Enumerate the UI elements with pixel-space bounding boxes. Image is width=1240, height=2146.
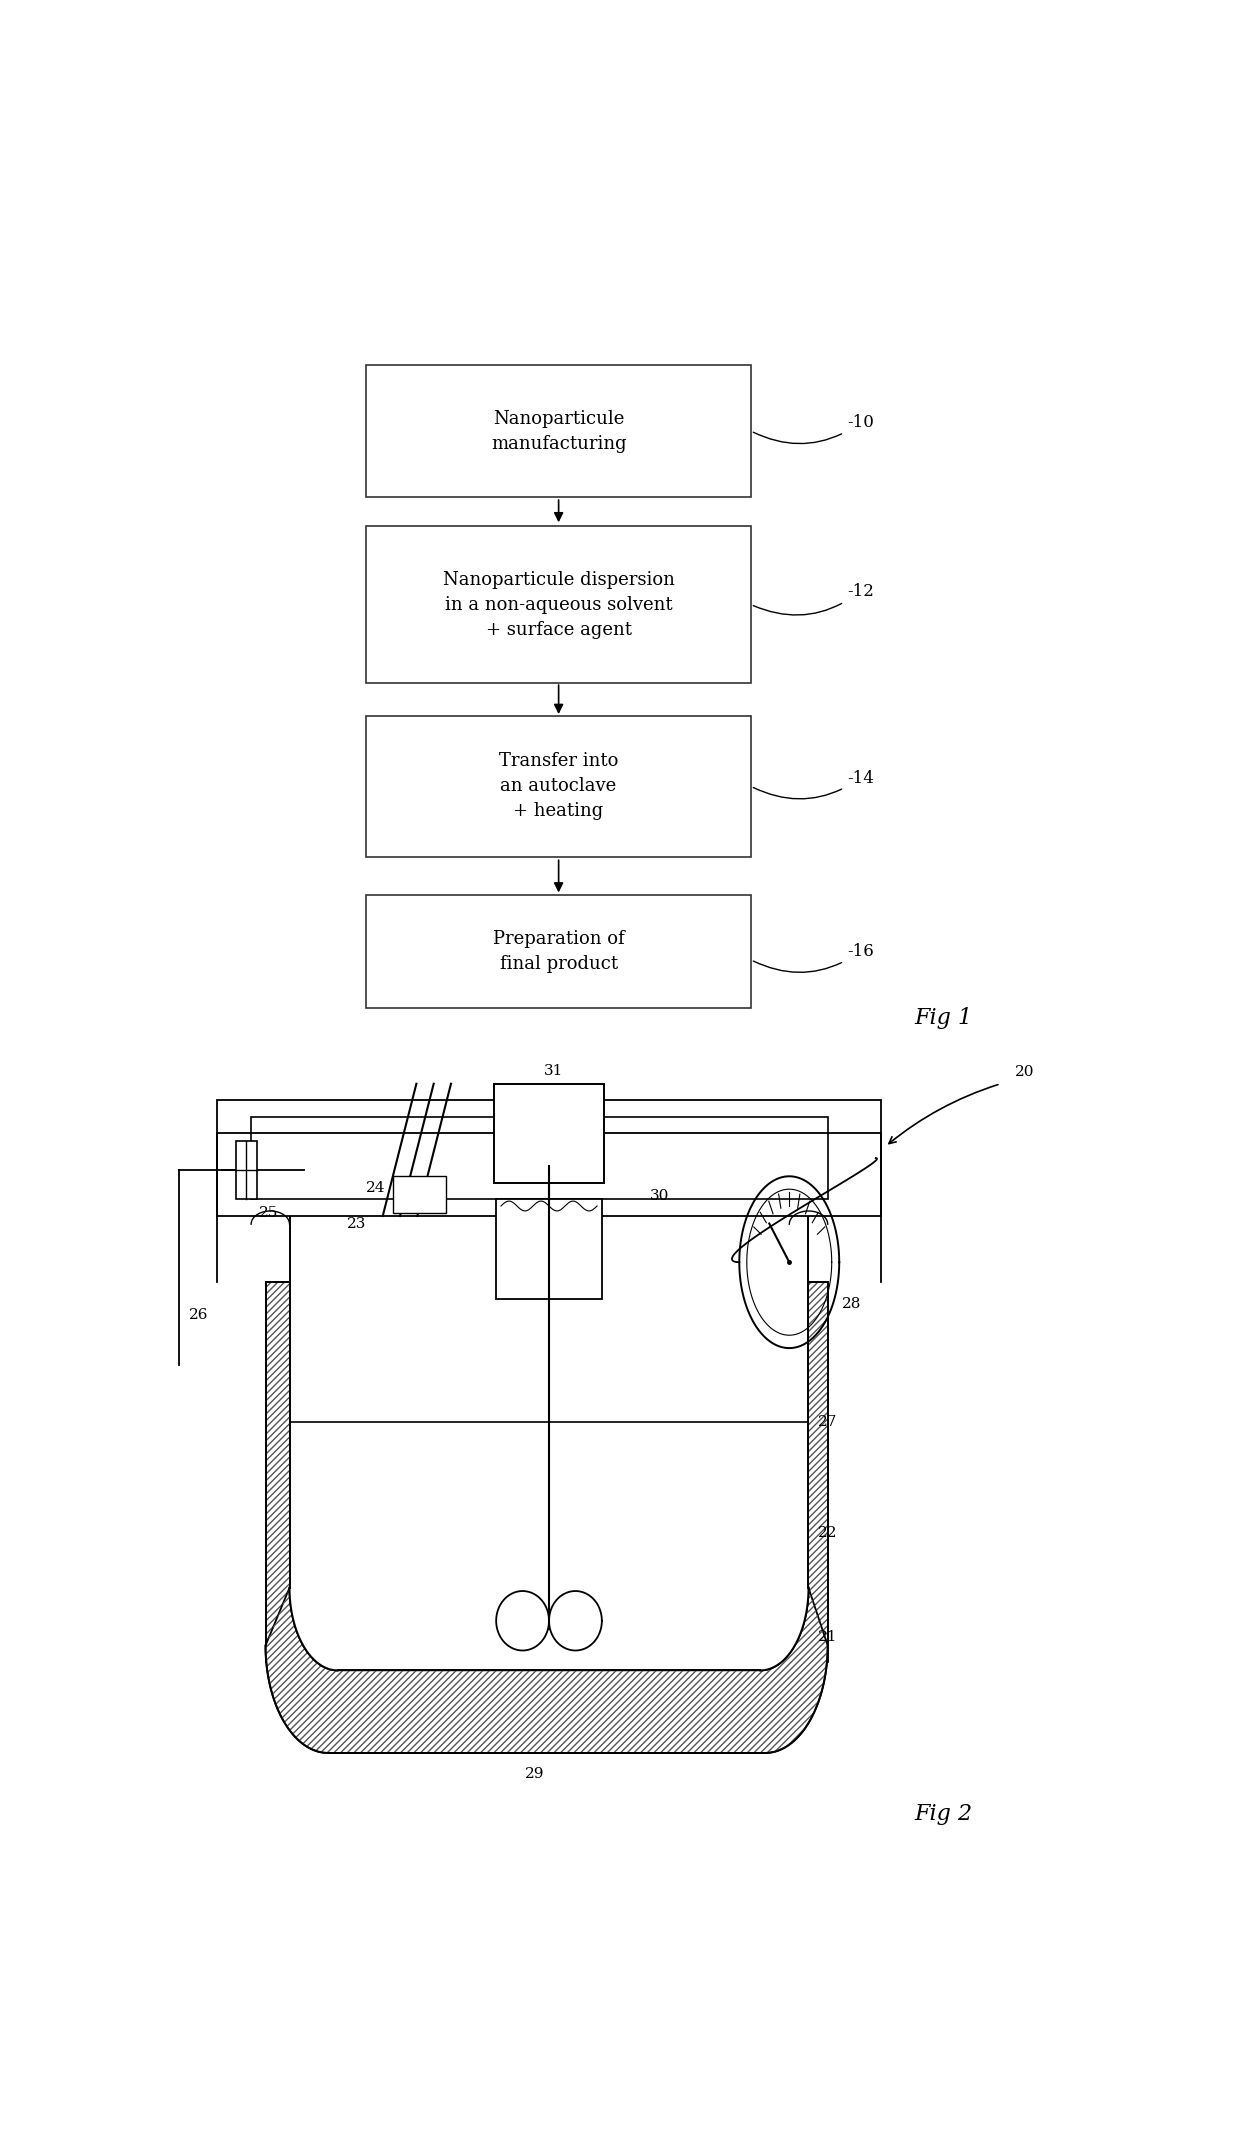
Text: Fig 1: Fig 1 (914, 1006, 972, 1028)
Bar (494, 1084, 604, 1182)
Text: -16: -16 (754, 942, 874, 972)
Text: Nanoparticule dispersion
in a non-aqueous solvent
+ surface agent: Nanoparticule dispersion in a non-aqueou… (443, 571, 675, 640)
Bar (393, 1176, 446, 1212)
Bar (265, 1281, 319, 1661)
Bar (217, 1101, 880, 1217)
Text: 23: 23 (347, 1217, 367, 1232)
Text: 27: 27 (818, 1416, 837, 1429)
Text: Fig 2: Fig 2 (914, 1803, 972, 1824)
Text: 22: 22 (818, 1526, 837, 1541)
Text: -12: -12 (754, 584, 874, 616)
Text: 20: 20 (1016, 1064, 1034, 1079)
Text: 26: 26 (188, 1309, 208, 1322)
Text: 28: 28 (842, 1296, 862, 1311)
FancyBboxPatch shape (367, 526, 751, 682)
FancyBboxPatch shape (367, 365, 751, 498)
Text: 30: 30 (650, 1189, 670, 1204)
Text: Transfer into
an autoclave
+ heating: Transfer into an autoclave + heating (498, 753, 619, 820)
Text: 31: 31 (544, 1064, 563, 1077)
Text: Preparation of
final product: Preparation of final product (492, 929, 625, 972)
Text: Nanoparticule
manufacturing: Nanoparticule manufacturing (491, 410, 626, 453)
Bar (236, 1142, 257, 1200)
Bar (775, 1281, 828, 1661)
FancyBboxPatch shape (367, 717, 751, 856)
FancyBboxPatch shape (367, 895, 751, 1009)
Bar (265, 1281, 319, 1661)
Text: -14: -14 (754, 770, 874, 798)
Text: 21: 21 (818, 1631, 837, 1644)
Polygon shape (265, 1588, 828, 1753)
Text: 29: 29 (525, 1768, 544, 1781)
Bar (496, 1200, 601, 1298)
Text: 25: 25 (259, 1206, 278, 1219)
Bar (250, 1116, 828, 1200)
Text: 24: 24 (366, 1180, 386, 1195)
Text: -10: -10 (754, 414, 874, 444)
Polygon shape (290, 1167, 808, 1670)
Bar (775, 1281, 828, 1661)
